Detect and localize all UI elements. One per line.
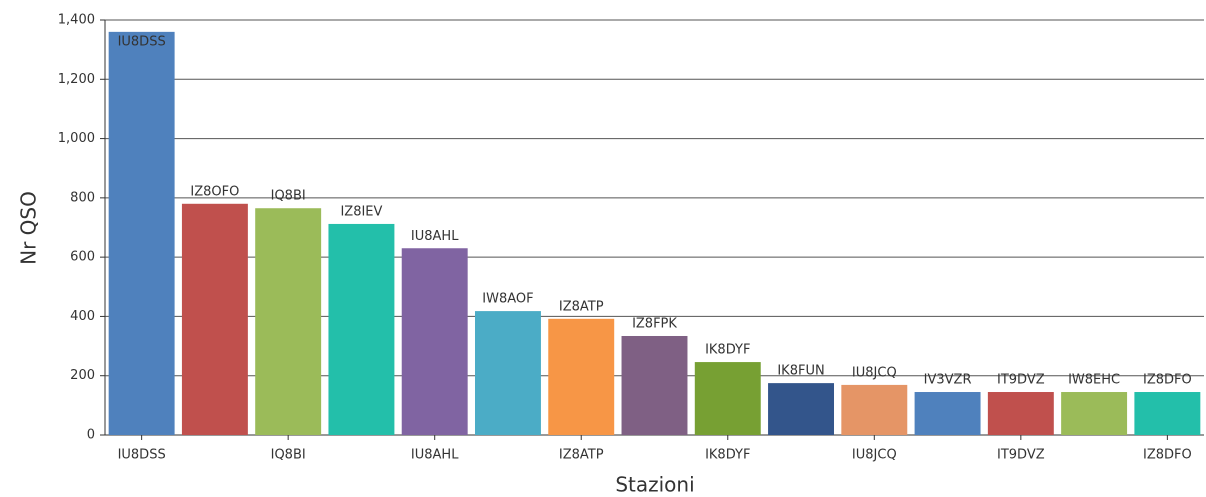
x-tick-label: IK8DYF xyxy=(705,448,750,463)
bar xyxy=(181,203,248,435)
bar xyxy=(987,392,1054,435)
data-label: IZ8OFO xyxy=(190,184,239,199)
data-label: IZ8IEV xyxy=(340,204,382,219)
x-axis-title: Stazioni xyxy=(615,473,694,497)
x-tick-label: IQ8BI xyxy=(271,448,306,463)
bar xyxy=(694,362,761,435)
bar xyxy=(548,318,615,435)
data-label: IU8AHL xyxy=(411,229,459,244)
bar xyxy=(108,31,175,435)
bar xyxy=(255,208,322,435)
bar xyxy=(841,384,908,435)
y-tick-label: 1,400 xyxy=(58,13,95,28)
data-label: IQ8BI xyxy=(271,189,306,204)
y-tick-label: 1,200 xyxy=(58,72,95,87)
x-tick-label: IZ8ATP xyxy=(559,448,604,463)
data-label: IW8EHC xyxy=(1068,373,1120,388)
y-tick-label: 800 xyxy=(70,190,95,205)
y-tick-label: 400 xyxy=(70,309,95,324)
x-tick-label: IT9DVZ xyxy=(997,448,1045,463)
data-label: IZ8DFO xyxy=(1143,373,1192,388)
y-tick-label: 0 xyxy=(87,428,95,443)
x-tick-label: IU8JCQ xyxy=(852,448,897,463)
bar xyxy=(401,248,468,435)
bar xyxy=(621,335,688,435)
x-tick-label: IU8DSS xyxy=(118,448,166,463)
bar xyxy=(1061,392,1128,435)
y-tick-label: 200 xyxy=(70,368,95,383)
data-label: IZ8FPK xyxy=(632,316,677,331)
data-label: IV3VZR xyxy=(924,373,972,388)
bar xyxy=(1134,392,1201,435)
y-tick-label: 600 xyxy=(70,250,95,265)
data-label: IU8JCQ xyxy=(852,365,897,380)
bar xyxy=(328,223,395,435)
data-label: IU8DSS xyxy=(118,34,166,49)
data-label: IK8DYF xyxy=(705,343,750,358)
data-label: IW8AOF xyxy=(482,292,533,307)
y-axis-title: Nr QSO xyxy=(17,191,41,265)
data-label: IK8FUN xyxy=(777,364,824,379)
data-label: IZ8ATP xyxy=(559,299,604,314)
y-tick-label: 1,000 xyxy=(58,131,95,146)
x-tick-label: IZ8DFO xyxy=(1143,448,1192,463)
bar xyxy=(474,311,541,435)
x-tick-label: IU8AHL xyxy=(411,448,459,463)
bar xyxy=(768,383,835,435)
bar xyxy=(914,392,981,435)
data-label: IT9DVZ xyxy=(997,373,1045,388)
